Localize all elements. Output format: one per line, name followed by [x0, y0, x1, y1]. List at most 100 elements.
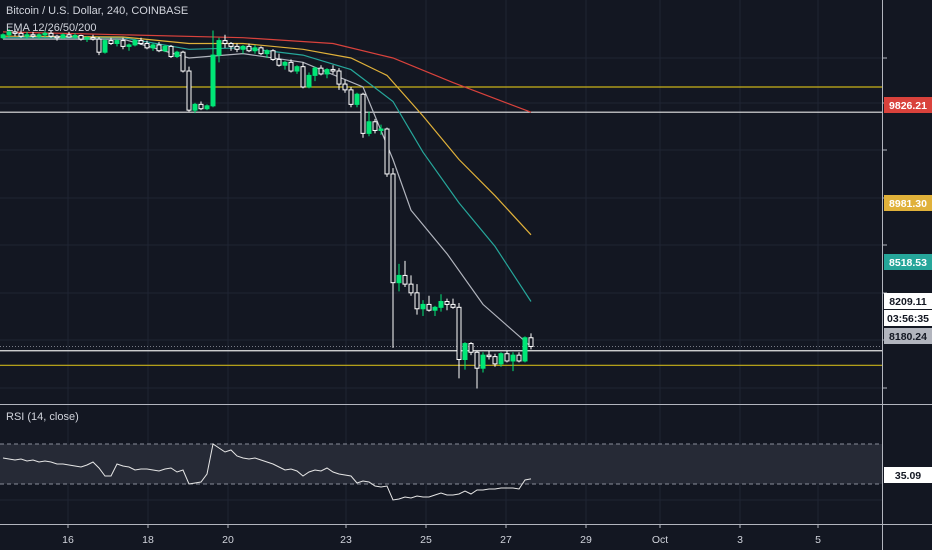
candle	[414, 284, 420, 315]
candle-body	[402, 274, 408, 285]
candle-body	[222, 40, 228, 44]
candle-body	[384, 128, 390, 175]
candle	[162, 44, 168, 53]
candle-body	[18, 32, 24, 37]
ema-series-1	[3, 38, 532, 348]
candle	[186, 66, 192, 112]
candle	[42, 30, 48, 38]
candle	[180, 50, 186, 73]
x-tick-label: 29	[580, 534, 592, 546]
candle	[300, 62, 306, 89]
candle	[282, 60, 288, 70]
rsi-legend: RSI (14, close)	[6, 411, 79, 423]
candle-body	[486, 354, 492, 358]
candle	[78, 34, 84, 41]
candle	[468, 342, 474, 356]
candle-body	[114, 40, 120, 44]
candle	[336, 68, 342, 90]
candle-body	[306, 74, 312, 88]
candle	[138, 37, 144, 45]
x-axis-ticks: 16 18 20 23 25 27 29 Oct 3 5	[62, 524, 821, 546]
last-price-tag-bg	[884, 293, 932, 309]
candle	[156, 42, 162, 53]
candle	[0, 33, 6, 40]
ema12-tag: 8180.24	[884, 328, 932, 344]
candle-body	[252, 47, 258, 52]
candle	[528, 333, 534, 350]
rsi-value-tag-bg	[884, 467, 932, 483]
candle-body	[462, 343, 468, 361]
ema12-tag-text: 8180.24	[889, 331, 927, 343]
candle-body	[516, 354, 522, 362]
ema26-tag: 8518.53	[884, 254, 932, 270]
candle-body	[54, 35, 60, 39]
candle	[456, 302, 462, 379]
ema-series-3	[2, 35, 532, 236]
candle-body	[492, 356, 498, 365]
candle-body	[378, 128, 384, 131]
candle-body	[234, 45, 240, 50]
candle	[60, 33, 66, 40]
candle-body	[528, 337, 534, 347]
candle-body	[336, 70, 342, 85]
candle	[276, 53, 282, 67]
candle-body	[60, 34, 66, 39]
candle	[144, 40, 150, 50]
candle-body	[162, 45, 168, 52]
x-tick-label: Oct	[652, 534, 668, 546]
last-price-tag: 8209.11	[884, 293, 932, 309]
candle	[288, 59, 294, 73]
candle	[12, 28, 18, 37]
candle-body	[138, 40, 144, 44]
x-tick-label: 25	[420, 534, 432, 546]
x-tick-label: 16	[62, 534, 74, 546]
ema50-tag-bg	[884, 195, 932, 211]
candle-body	[450, 303, 456, 308]
candle-body	[372, 121, 378, 131]
rsi-series	[2, 443, 532, 501]
candle	[486, 350, 492, 360]
candle	[360, 92, 366, 138]
ema50-tag: 8981.30	[884, 195, 932, 211]
candle	[90, 34, 96, 41]
candle-body	[186, 70, 192, 111]
candle-body	[312, 67, 318, 76]
candle-body	[504, 353, 510, 362]
candle-body	[120, 40, 126, 47]
candle-body	[84, 37, 90, 40]
candle-body	[246, 45, 252, 52]
candle-body	[0, 34, 6, 39]
candle	[462, 342, 468, 370]
candle-body	[228, 42, 234, 47]
candle	[198, 101, 204, 111]
rsi-line	[2, 443, 532, 501]
symbol-title: Bitcoin / U.S. Dollar, 240, COINBASE	[6, 5, 189, 17]
candle-body	[294, 66, 300, 72]
rsi-band	[0, 443, 882, 485]
candle-body	[282, 61, 288, 66]
candle	[36, 33, 42, 40]
candle	[438, 294, 444, 312]
candle	[6, 28, 12, 38]
candle	[246, 43, 252, 53]
candles	[0, 28, 534, 389]
horizontal-levels	[0, 86, 882, 366]
candle-body	[24, 34, 30, 37]
candle	[444, 298, 450, 311]
x-tick-label: 5	[815, 534, 821, 546]
candle-body	[90, 37, 96, 40]
candle-body	[468, 343, 474, 353]
countdown-tag-text: 03:56:35	[887, 313, 929, 325]
candle-body	[474, 351, 480, 369]
price-tags: 9826.21 8981.30 8518.53 8209.11 03:56:35 8180…	[884, 97, 932, 483]
candle-body	[264, 50, 270, 55]
candle-body	[258, 47, 264, 55]
candle	[252, 44, 258, 54]
candle	[114, 39, 120, 47]
candle-body	[276, 58, 282, 66]
candle-body	[72, 35, 78, 38]
candle-body	[396, 274, 402, 284]
candle	[354, 92, 360, 108]
candle-body	[108, 40, 114, 44]
